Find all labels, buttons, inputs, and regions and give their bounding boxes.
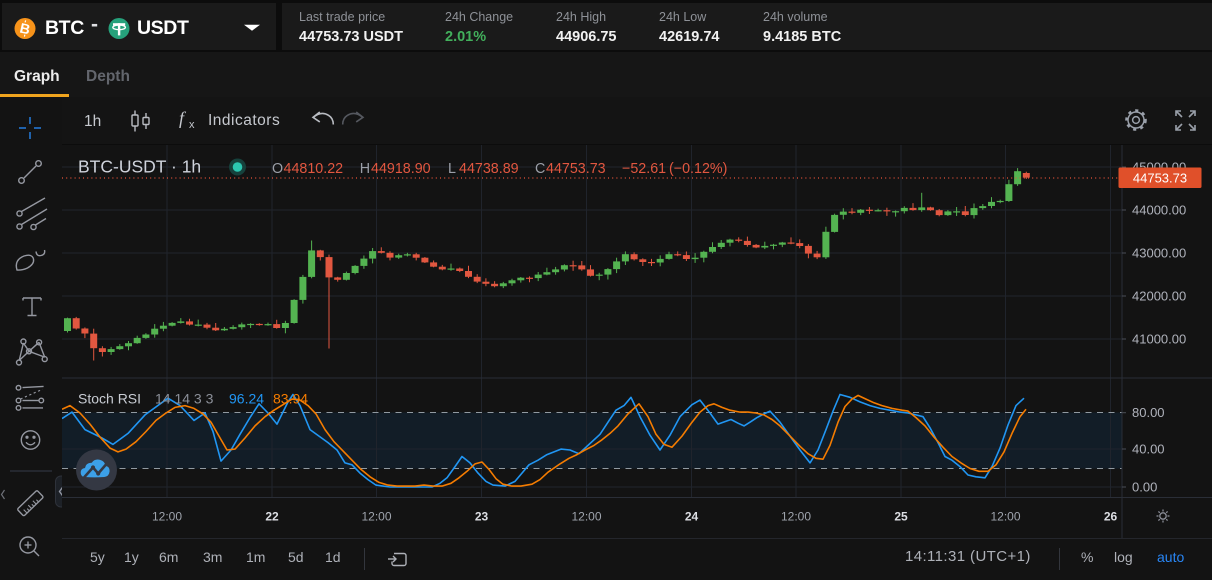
svg-text:80.00: 80.00 bbox=[1132, 405, 1165, 420]
svg-text:44738.89: 44738.89 bbox=[459, 161, 519, 177]
svg-text:0.00: 0.00 bbox=[1132, 480, 1157, 495]
svg-text:44753.73: 44753.73 bbox=[546, 161, 606, 177]
svg-text:12:00: 12:00 bbox=[571, 510, 601, 524]
svg-text:Stoch RSI: Stoch RSI bbox=[78, 391, 141, 407]
svg-text:40.00: 40.00 bbox=[1132, 442, 1165, 457]
svg-text:44000.00: 44000.00 bbox=[1132, 203, 1186, 218]
svg-text:44918.90: 44918.90 bbox=[371, 161, 431, 177]
svg-text:−52.61: −52.61 bbox=[622, 161, 666, 177]
svg-text:C: C bbox=[535, 161, 545, 177]
svg-text:O: O bbox=[272, 161, 283, 177]
svg-text:L: L bbox=[448, 161, 456, 177]
svg-text:23: 23 bbox=[475, 510, 489, 524]
svg-text:12:00: 12:00 bbox=[152, 510, 182, 524]
svg-text:H: H bbox=[360, 161, 370, 177]
svg-text:BTC-USDT · 1h: BTC-USDT · 1h bbox=[78, 157, 201, 177]
svg-text:12:00: 12:00 bbox=[990, 510, 1020, 524]
svg-text:B: B bbox=[18, 20, 31, 38]
svg-text:12:00: 12:00 bbox=[781, 510, 811, 524]
svg-text:96.24: 96.24 bbox=[229, 391, 264, 407]
svg-text:43000.00: 43000.00 bbox=[1132, 246, 1186, 261]
svg-text:24: 24 bbox=[685, 510, 699, 524]
svg-text:83.94: 83.94 bbox=[273, 391, 308, 407]
svg-text:14 14 3 3: 14 14 3 3 bbox=[155, 391, 214, 407]
svg-text:(−0.12%): (−0.12%) bbox=[669, 161, 727, 177]
svg-text:42000.00: 42000.00 bbox=[1132, 289, 1186, 304]
svg-text:44753.73: 44753.73 bbox=[1133, 171, 1187, 186]
svg-text:26: 26 bbox=[1104, 510, 1118, 524]
svg-text:25: 25 bbox=[894, 510, 908, 524]
svg-text:44810.22: 44810.22 bbox=[284, 161, 344, 177]
svg-text:22: 22 bbox=[265, 510, 279, 524]
svg-text:41000.00: 41000.00 bbox=[1132, 332, 1186, 347]
svg-text:12:00: 12:00 bbox=[361, 510, 391, 524]
